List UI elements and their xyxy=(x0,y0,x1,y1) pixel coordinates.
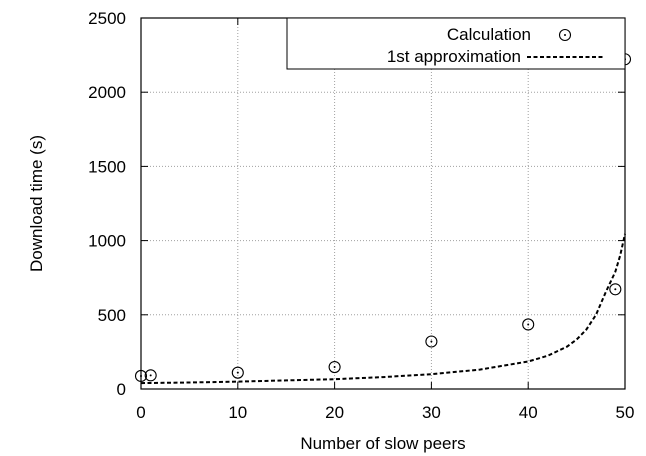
data-point-calculation xyxy=(522,318,535,331)
data-point-calculation xyxy=(231,366,244,379)
x-tick-labels: 0 10 20 30 40 50 xyxy=(136,403,634,422)
legend-marker-calculation xyxy=(558,28,572,42)
legend: Calculation 1st approximation xyxy=(286,17,626,70)
marker-circle xyxy=(328,360,341,374)
data-point-calculation xyxy=(134,369,148,382)
series-line-1st-approximation xyxy=(140,233,626,385)
plot-frame xyxy=(140,17,626,390)
marker-circle xyxy=(231,366,244,379)
marker-dot xyxy=(614,288,617,291)
marker-circle xyxy=(522,318,535,331)
marker-dot xyxy=(149,374,152,377)
legend-box xyxy=(286,17,626,70)
marker-dot xyxy=(564,34,566,36)
x-tick-label: 30 xyxy=(422,403,441,422)
x-tick-label: 0 xyxy=(136,403,145,422)
y-tick-label: 2500 xyxy=(88,9,126,28)
y-tick-label: 1500 xyxy=(88,157,126,176)
marker-circle xyxy=(558,28,572,42)
legend-label-1st-approximation: 1st approximation xyxy=(387,47,521,66)
x-tick-label: 50 xyxy=(616,403,635,422)
marker-dot xyxy=(140,374,142,377)
marker-circle xyxy=(144,369,157,382)
data-point-calculation xyxy=(328,360,341,374)
data-point-calculation xyxy=(425,335,438,348)
x-tick-label: 40 xyxy=(519,403,538,422)
data-point-calculation xyxy=(144,369,157,382)
axis-ticks xyxy=(140,17,626,390)
marker-dot xyxy=(527,323,530,326)
grid-lines xyxy=(141,18,625,389)
x-axis-label: Number of slow peers xyxy=(300,434,465,453)
marker-circle xyxy=(425,335,438,348)
x-tick-label: 10 xyxy=(228,403,247,422)
legend-label-calculation: Calculation xyxy=(447,25,531,44)
x-tick-label: 20 xyxy=(325,403,344,422)
legend-marker-symbol xyxy=(558,28,572,42)
y-tick-labels: 0 500 1000 1500 2000 2500 xyxy=(88,9,126,399)
series-layer xyxy=(134,53,632,385)
marker-circle xyxy=(134,369,148,382)
marker-dot xyxy=(430,340,433,343)
y-tick-label: 0 xyxy=(117,380,126,399)
marker-dot xyxy=(333,366,336,369)
marker-circle xyxy=(609,283,622,296)
marker-dot xyxy=(236,371,239,374)
y-tick-label: 2000 xyxy=(88,83,126,102)
data-point-calculation xyxy=(609,283,622,296)
y-axis-label: Download time (s) xyxy=(27,135,46,272)
y-tick-label: 1000 xyxy=(88,232,126,251)
y-tick-label: 500 xyxy=(98,306,126,325)
